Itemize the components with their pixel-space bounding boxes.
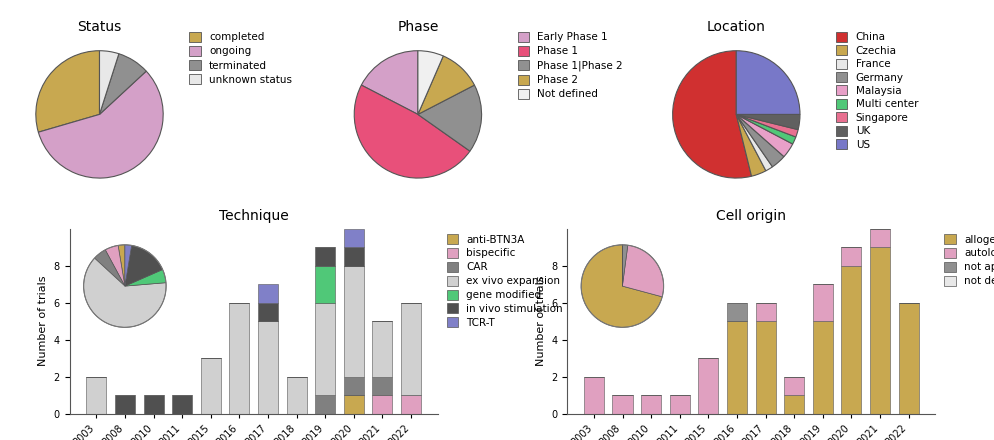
Bar: [783, 377, 803, 395]
Bar: [257, 321, 277, 414]
Bar: [344, 266, 364, 377]
Bar: [115, 395, 135, 414]
Bar: [257, 284, 277, 303]
Bar: [344, 229, 364, 247]
Y-axis label: Number of trials: Number of trials: [38, 276, 48, 367]
Bar: [315, 266, 335, 303]
Bar: [869, 247, 889, 414]
Wedge shape: [36, 51, 99, 132]
Bar: [869, 229, 889, 247]
Bar: [315, 303, 335, 395]
Bar: [286, 377, 306, 414]
Title: Location: Location: [706, 20, 765, 33]
Bar: [344, 247, 364, 266]
Bar: [583, 377, 603, 414]
Bar: [315, 395, 335, 414]
Wedge shape: [99, 54, 146, 114]
Bar: [401, 303, 420, 395]
Wedge shape: [736, 114, 799, 130]
Wedge shape: [417, 56, 474, 114]
Wedge shape: [417, 85, 481, 151]
Bar: [812, 284, 832, 321]
Title: Technique: Technique: [219, 209, 288, 224]
Bar: [401, 395, 420, 414]
Legend: Early Phase 1, Phase 1, Phase 1|Phase 2, Phase 2, Not defined: Early Phase 1, Phase 1, Phase 1|Phase 2,…: [517, 32, 622, 99]
Bar: [201, 358, 221, 414]
Wedge shape: [736, 114, 783, 167]
Bar: [669, 395, 689, 414]
Wedge shape: [736, 114, 797, 137]
Legend: completed, ongoing, terminated, unknown status: completed, ongoing, terminated, unknown …: [189, 32, 292, 85]
Bar: [344, 377, 364, 395]
Bar: [754, 303, 774, 321]
Bar: [172, 395, 192, 414]
Bar: [86, 377, 106, 414]
Bar: [372, 377, 392, 395]
Title: Phase: Phase: [397, 20, 438, 33]
Legend: anti-BTN3A, bispecific, CAR, ex vivo expansion, gene modified, in vivo stimulati: anti-BTN3A, bispecific, CAR, ex vivo exp…: [446, 234, 563, 328]
Legend: China, Czechia, France, Germany, Malaysia, Multi center, Singapore, UK, US: China, Czechia, France, Germany, Malaysi…: [835, 32, 917, 150]
Wedge shape: [361, 51, 417, 114]
Bar: [640, 395, 660, 414]
Bar: [612, 395, 632, 414]
Wedge shape: [417, 51, 442, 114]
Bar: [841, 266, 861, 414]
Bar: [727, 303, 746, 321]
Wedge shape: [39, 71, 163, 178]
Title: Status: Status: [78, 20, 121, 33]
Legend: allogeneic, autologous, not applicable, not defined: allogeneic, autologous, not applicable, …: [943, 234, 994, 286]
Bar: [143, 395, 163, 414]
Bar: [783, 395, 803, 414]
Title: Cell origin: Cell origin: [716, 209, 785, 224]
Wedge shape: [736, 114, 771, 171]
Bar: [372, 321, 392, 377]
Wedge shape: [736, 114, 765, 176]
Wedge shape: [99, 51, 118, 114]
Bar: [230, 303, 249, 414]
Bar: [698, 358, 718, 414]
Bar: [898, 303, 917, 414]
Bar: [727, 321, 746, 414]
Bar: [812, 321, 832, 414]
Wedge shape: [354, 85, 469, 178]
Bar: [344, 395, 364, 414]
Bar: [372, 395, 392, 414]
Wedge shape: [672, 51, 750, 178]
Wedge shape: [736, 114, 792, 157]
Bar: [257, 303, 277, 321]
Wedge shape: [736, 114, 795, 144]
Bar: [315, 247, 335, 266]
Bar: [754, 321, 774, 414]
Y-axis label: Number of trials: Number of trials: [535, 276, 545, 367]
Wedge shape: [736, 51, 799, 114]
Bar: [841, 247, 861, 266]
